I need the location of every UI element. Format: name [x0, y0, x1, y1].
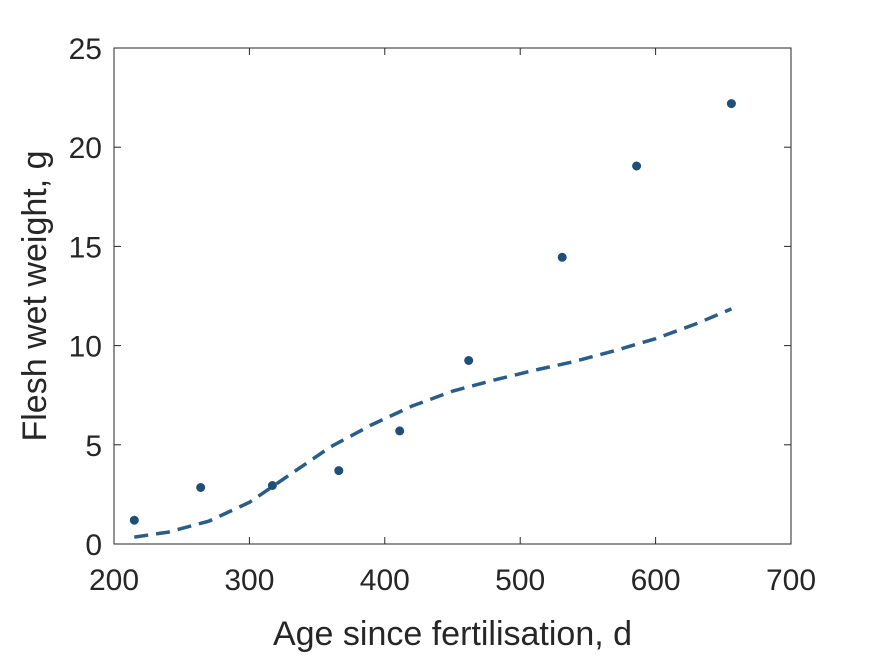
ticks-layer: 200 300 400 500 600 700 0 5 10 15 20 25 [69, 33, 816, 597]
y-tick-label: 15 [69, 231, 102, 264]
fit-curve [134, 307, 733, 539]
x-tick-label: 700 [766, 564, 816, 597]
x-tick-label: 600 [631, 564, 681, 597]
x-tick-label: 300 [224, 564, 274, 597]
data-point [196, 483, 206, 492]
data-point [267, 481, 277, 490]
y-tick-label: 0 [85, 529, 102, 562]
x-tick-label: 200 [89, 564, 139, 597]
data-point [557, 252, 567, 262]
data-points-layer [129, 99, 736, 525]
plot-frame [113, 47, 792, 545]
data-point [395, 426, 405, 436]
y-tick-label: 10 [69, 331, 102, 364]
data-point [464, 356, 474, 365]
y-tick-label: 20 [69, 132, 102, 165]
data-point [632, 161, 642, 171]
y-tick-label: 5 [85, 430, 102, 463]
plot-area [114, 48, 791, 544]
x-tick-label: 400 [360, 564, 410, 597]
y-axis-label: Flesh wet weight, g [16, 150, 54, 441]
data-point [129, 515, 139, 525]
fit-curve-layer [134, 307, 733, 539]
y-tick-label: 25 [69, 33, 102, 66]
x-tick-label: 500 [495, 564, 545, 597]
data-point [334, 466, 344, 476]
x-axis-label: Age since fertilisation, d [273, 615, 632, 653]
data-point [726, 99, 736, 109]
